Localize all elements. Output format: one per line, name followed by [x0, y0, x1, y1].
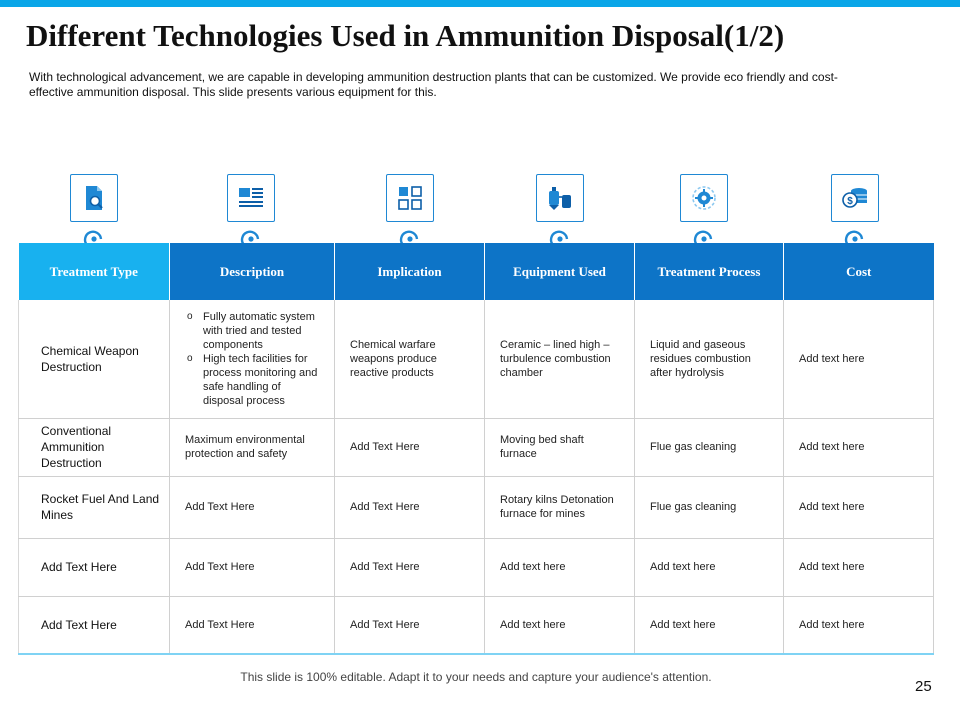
connector-hook-icon	[83, 230, 103, 246]
cell-description: Fully automatic system with tried and te…	[169, 300, 335, 419]
cell-equipment-used: Moving bed shaft furnace	[484, 418, 635, 477]
cell-cost: Add text here	[783, 418, 934, 477]
coins-money-icon: $	[831, 174, 879, 222]
icon-cell-cost: $	[825, 174, 885, 246]
cell-cost: Add text here	[783, 300, 934, 419]
table-header-row: Treatment Type Description Implication E…	[18, 243, 934, 300]
cell-treatment-process: Add text here	[634, 538, 784, 597]
cell-treatment-type: Chemical Weapon Destruction	[18, 300, 170, 419]
news-layout-icon	[227, 174, 275, 222]
grid-blocks-icon	[386, 174, 434, 222]
connector-hook-icon	[549, 230, 569, 246]
svg-text:$: $	[847, 196, 853, 207]
cell-treatment-type: Rocket Fuel And Land Mines	[18, 476, 170, 539]
cell-description: Add Text Here	[169, 596, 335, 655]
connector-hook-icon	[844, 230, 864, 246]
header-icon-row: $	[18, 174, 933, 246]
cell-implication: Add Text Here	[334, 418, 485, 477]
cell-treatment-type: Add Text Here	[18, 538, 170, 597]
cell-equipment-used: Rotary kilns Detonation furnace for mine…	[484, 476, 635, 539]
chemical-tanks-icon	[536, 174, 584, 222]
cell-implication: Add Text Here	[334, 476, 485, 539]
top-accent-bar	[0, 0, 960, 7]
cell-equipment-used: Add text here	[484, 596, 635, 655]
technologies-table: Treatment Type Description Implication E…	[18, 243, 934, 655]
cell-equipment-used: Add text here	[484, 538, 635, 597]
cell-implication: Chemical warfare weapons produce reactiv…	[334, 300, 485, 419]
cell-treatment-process: Flue gas cleaning	[634, 476, 784, 539]
icon-cell-equipment	[530, 174, 590, 246]
connector-hook-icon	[240, 230, 260, 246]
bullet-item: High tech facilities for process monitor…	[185, 352, 319, 408]
header-equipment-used: Equipment Used	[484, 243, 635, 300]
cell-cost: Add text here	[783, 596, 934, 655]
icon-cell-implication	[380, 174, 440, 246]
icon-cell-process	[674, 174, 734, 246]
table-row: Rocket Fuel And Land Mines Add Text Here…	[18, 476, 934, 539]
description-bullet-list: Fully automatic system with tried and te…	[185, 310, 319, 408]
header-treatment-type: Treatment Type	[18, 243, 170, 300]
document-search-icon	[70, 174, 118, 222]
header-description: Description	[169, 243, 335, 300]
page-number: 25	[915, 678, 932, 695]
header-implication: Implication	[334, 243, 485, 300]
connector-hook-icon	[399, 230, 419, 246]
cell-description: Add Text Here	[169, 538, 335, 597]
cell-equipment-used: Ceramic – lined high – turbulence combus…	[484, 300, 635, 419]
intro-paragraph: With technological advancement, we are c…	[29, 70, 838, 99]
cell-treatment-process: Add text here	[634, 596, 784, 655]
table-row: Add Text Here Add Text Here Add Text Her…	[18, 596, 934, 655]
cell-cost: Add text here	[783, 538, 934, 597]
cell-treatment-process: Flue gas cleaning	[634, 418, 784, 477]
cell-treatment-type: Add Text Here	[18, 596, 170, 655]
cell-implication: Add Text Here	[334, 538, 485, 597]
icon-cell-description	[221, 174, 281, 246]
cell-description: Maximum environmental protection and saf…	[169, 418, 335, 477]
cell-treatment-process: Liquid and gaseous residues combustion a…	[634, 300, 784, 419]
gear-process-icon	[680, 174, 728, 222]
cell-treatment-type: Conventional Ammunition Destruction	[18, 418, 170, 477]
table-row: Chemical Weapon Destruction Fully automa…	[18, 300, 934, 419]
slide-title: Different Technologies Used in Ammunitio…	[26, 18, 785, 53]
table-row: Add Text Here Add Text Here Add Text Her…	[18, 538, 934, 597]
table-row: Conventional Ammunition Destruction Maxi…	[18, 418, 934, 477]
header-cost: Cost	[783, 243, 934, 300]
bullet-item: Fully automatic system with tried and te…	[185, 310, 319, 352]
connector-hook-icon	[693, 230, 713, 246]
header-treatment-process: Treatment Process	[634, 243, 784, 300]
cell-description: Add Text Here	[169, 476, 335, 539]
cell-cost: Add text here	[783, 476, 934, 539]
footer-note: This slide is 100% editable. Adapt it to…	[240, 670, 712, 684]
cell-implication: Add Text Here	[334, 596, 485, 655]
icon-cell-treatment-type	[64, 174, 124, 246]
